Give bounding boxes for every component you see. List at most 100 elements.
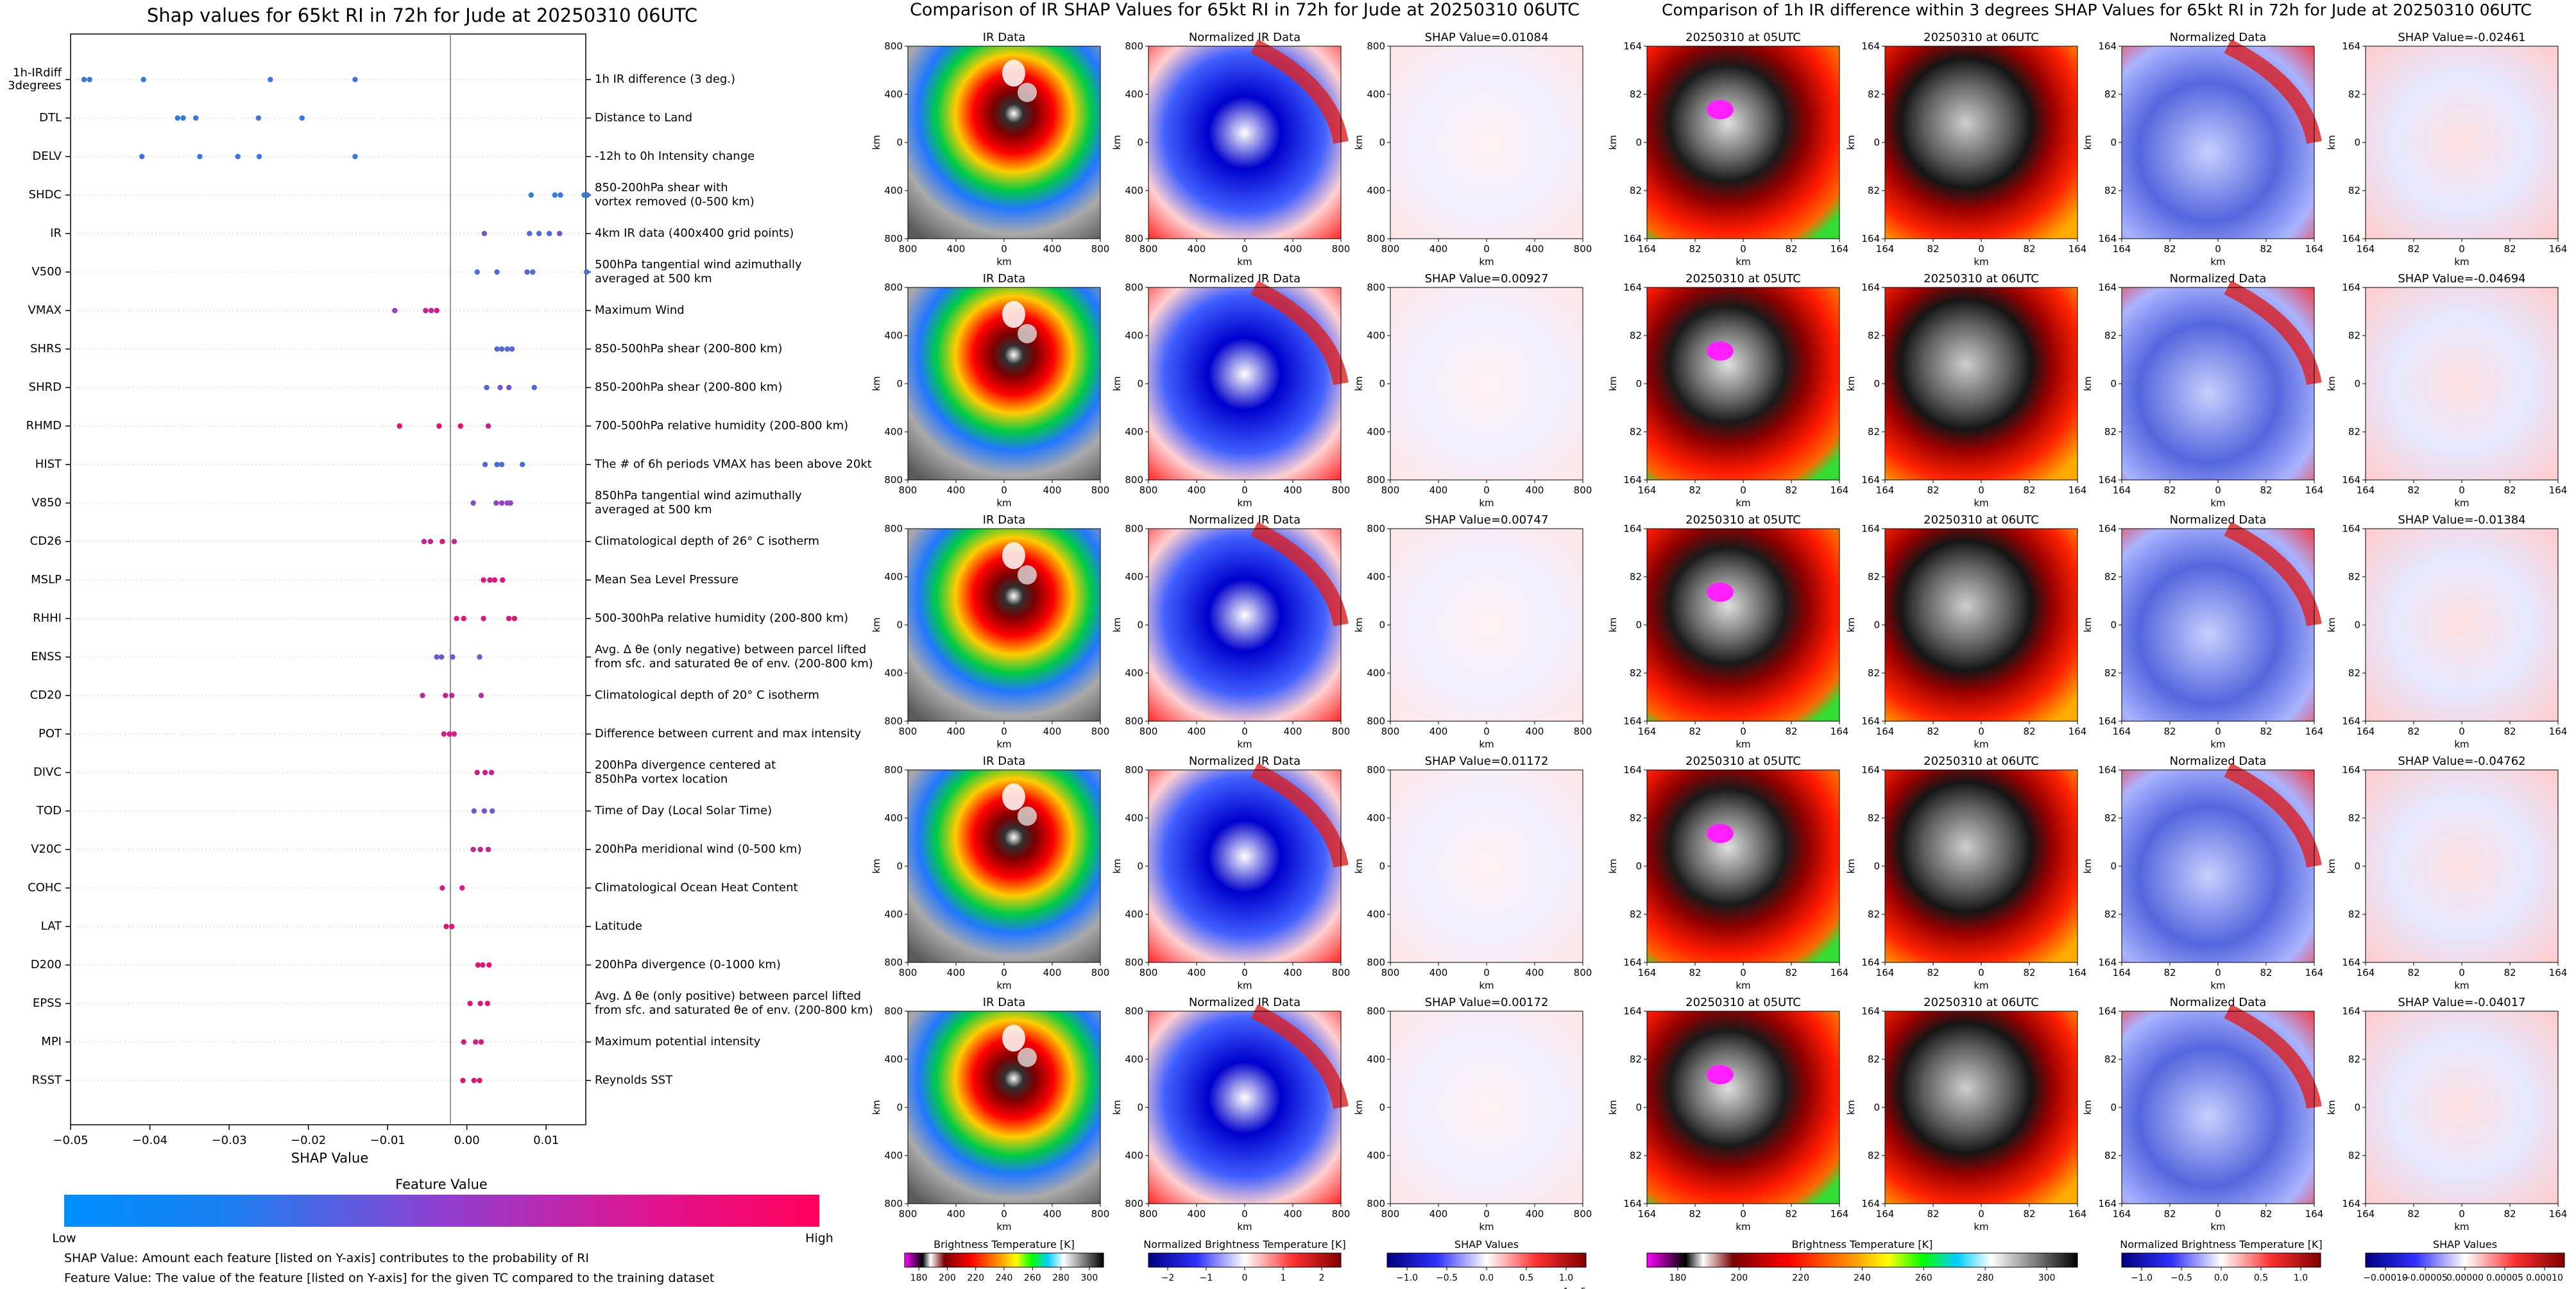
ir-image-grid: IR Data80080040040000400400800800kmkmIR …	[871, 31, 1592, 1233]
feature-code-label: ENSS	[31, 650, 62, 663]
x-tick-label: 800	[899, 243, 917, 255]
colorbar-tick-label: −0.00010	[2363, 1273, 2408, 1283]
diff-shap-image	[2366, 529, 2558, 721]
y-tick-label: 800	[884, 957, 903, 968]
shap-point	[530, 269, 536, 275]
diff-shap-image	[2366, 1011, 2558, 1204]
y-tick-label: 0	[1635, 1102, 1642, 1113]
shap-summary-panel: Shap values for 65kt RI in 72h for Jude …	[8, 4, 873, 1285]
y-tick-label: 164	[2342, 233, 2360, 244]
y-axis-label: km	[1111, 1100, 1123, 1114]
shap-point	[447, 731, 452, 737]
feature-code-label: CD20	[30, 688, 62, 702]
shap-point	[449, 692, 455, 699]
y-tick-label: 82	[2104, 426, 2117, 438]
feature-code-label: RSST	[32, 1073, 62, 1087]
warm-band-feature	[2224, 1004, 2322, 1109]
y-axis-label: km	[1111, 858, 1123, 873]
x-tick-label: 0	[2459, 726, 2465, 737]
y-tick-label: 0	[896, 378, 903, 389]
subplot-title: 20250310 at 05UTC	[1685, 31, 1801, 44]
shap-plot-frame	[70, 33, 586, 1125]
x-axis-label: km	[1237, 256, 1252, 268]
y-tick-label: 400	[1125, 812, 1143, 824]
shap-point	[499, 346, 505, 352]
y-tick-label: 800	[1125, 957, 1143, 968]
x-tick-label: 800	[1381, 243, 1400, 255]
subplot-title: Normalized IR Data	[1189, 31, 1301, 44]
y-tick-label: 800	[1125, 1198, 1143, 1209]
x-axis-label: km	[2210, 1221, 2225, 1233]
x-tick-label: 82	[1785, 1208, 1797, 1220]
warm-band-feature	[2224, 280, 2322, 386]
x-tick-label: 82	[2503, 243, 2516, 255]
shap-point	[481, 577, 486, 583]
x-tick-label: 400	[1526, 243, 1544, 255]
shap-point	[477, 1077, 482, 1084]
y-tick-label: 164	[2342, 764, 2360, 776]
y-axis-label: km	[1353, 1100, 1365, 1114]
shap-point	[451, 538, 457, 545]
shap-colorbar	[1386, 1252, 1587, 1268]
diff-colorbars: Brightness Temperature [K] 180 200 220 240 26…	[1646, 1238, 2565, 1283]
x-axis-label: km	[1736, 497, 1750, 509]
x-tick-label: 82	[2260, 1208, 2272, 1220]
normalized-ir-image	[1148, 770, 1341, 962]
x-tick-label: 400	[1043, 243, 1062, 255]
x-axis-label: km	[2210, 497, 2225, 509]
x-tick-label: 82	[1785, 967, 1797, 978]
ir-05utc-image	[1647, 287, 1839, 480]
shap-point	[268, 76, 273, 83]
colorbar-tick-label: 280	[1977, 1273, 1994, 1283]
feature-code-label: TOD	[36, 804, 62, 817]
cold-cloud-top-feature	[1707, 100, 1734, 119]
subplot-title: 20250310 at 05UTC	[1685, 272, 1801, 286]
x-axis-label: km	[1974, 980, 1988, 991]
x-tick-label: 164	[1830, 243, 1849, 255]
feature-description-label: -12h to 0h Intensity change	[595, 149, 755, 163]
y-tick-label: 82	[2348, 571, 2360, 583]
colorbar-tick-label: 1	[1281, 1273, 1286, 1283]
x-tick-label: 0	[2459, 967, 2465, 978]
x-tick-label: 82	[2163, 726, 2176, 737]
y-axis-label: km	[871, 376, 882, 391]
x-tick-label: 164	[1638, 243, 1657, 255]
y-tick-label: 164	[1623, 40, 1642, 52]
feature-code-label: EPSS	[33, 996, 62, 1010]
feature-description-label: Maximum Wind	[595, 303, 685, 317]
y-axis-label: km	[1353, 135, 1365, 149]
x-tick-label: 0	[2459, 1208, 2465, 1220]
shap-point	[481, 230, 488, 237]
x-axis-label: km	[1237, 497, 1252, 509]
y-tick-label: 164	[2342, 715, 2360, 727]
feature-code-label: V500	[31, 265, 62, 278]
x-tick-label: 0	[2215, 243, 2221, 255]
x-tick-label: 82	[2260, 726, 2272, 737]
y-tick-label: 82	[1630, 812, 1642, 824]
x-tick-label: 0	[1740, 726, 1746, 737]
x-tick-label: 164	[2357, 243, 2375, 255]
y-tick-label: 400	[1367, 571, 1385, 583]
x-tick-label: 800	[1574, 243, 1592, 255]
y-axis-label: km	[2326, 858, 2337, 873]
shap-point	[428, 307, 434, 314]
x-tick-label: 0	[1001, 243, 1007, 255]
x-axis-label: km	[2210, 738, 2225, 750]
colorbar-tick-label: 0.0	[2214, 1273, 2228, 1283]
x-tick-label: 0	[2459, 484, 2465, 496]
shap-point	[482, 769, 488, 776]
colorbar-tick-label: 180	[1669, 1273, 1687, 1283]
x-axis-label: km	[1974, 738, 1988, 750]
x-tick-label: 164	[1876, 1208, 1895, 1220]
subplot-title: IR Data	[983, 755, 1026, 768]
y-tick-label: 400	[884, 909, 903, 920]
x-tick-label: 164	[1830, 1208, 1849, 1220]
colorbar-label: Normalized Brightness Temperature [K]	[2120, 1238, 2323, 1251]
y-tick-label: 82	[2348, 89, 2360, 100]
x-tick-label: 800	[1139, 243, 1158, 255]
x-tick-label: 164	[2357, 1208, 2375, 1220]
y-tick-label: 400	[884, 1054, 903, 1065]
subplot-title: SHAP Value=-0.02461	[2398, 31, 2525, 44]
y-tick-label: 164	[2342, 523, 2360, 534]
shap-point	[485, 846, 491, 853]
